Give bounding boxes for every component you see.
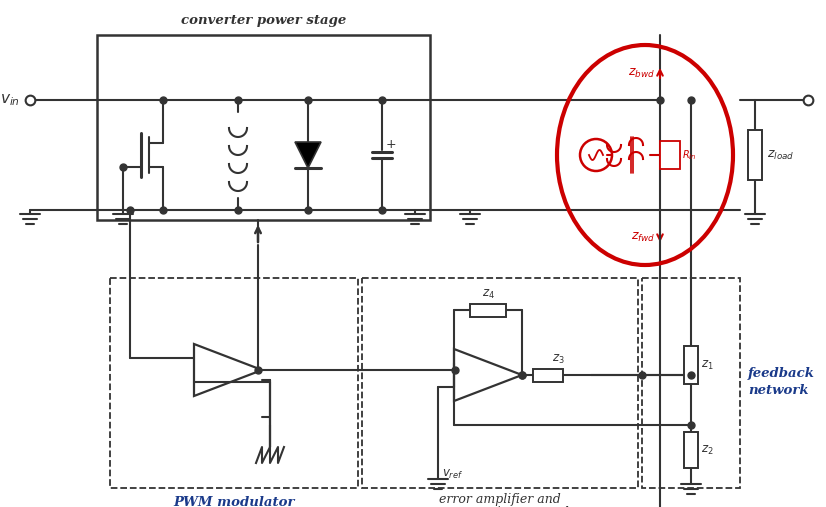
Bar [684,346,698,384]
Text: $z_1$: $z_1$ [701,358,714,372]
Text: network: network [748,384,809,397]
Text: $z_{fwd}$: $z_{fwd}$ [630,231,655,243]
Text: $v_{ref}$: $v_{ref}$ [442,468,463,481]
Bar [660,141,680,169]
Text: $z_2$: $z_2$ [701,444,714,456]
Text: $z_{load}$: $z_{load}$ [767,149,795,162]
Bar [684,432,698,468]
Text: +: + [386,138,396,152]
Text: $z_3$: $z_3$ [552,353,565,366]
Text: converter power stage: converter power stage [181,14,346,27]
Bar [362,278,638,488]
Text: PWM modulator: PWM modulator [173,496,295,507]
Bar [97,35,430,220]
Text: compensation network: compensation network [428,506,572,507]
Text: $R_{in}$: $R_{in}$ [682,148,696,162]
Text: feedback: feedback [748,367,815,380]
Bar [470,304,506,316]
Bar [110,278,358,488]
Bar [642,278,740,488]
Text: $z_{bwd}$: $z_{bwd}$ [628,66,655,80]
Text: error amplifier and: error amplifier and [439,493,561,506]
Bar [533,369,563,381]
Bar [748,130,762,180]
Polygon shape [295,142,321,168]
Text: $z_4$: $z_4$ [482,288,495,301]
Text: $v_{in}$: $v_{in}$ [0,92,20,108]
